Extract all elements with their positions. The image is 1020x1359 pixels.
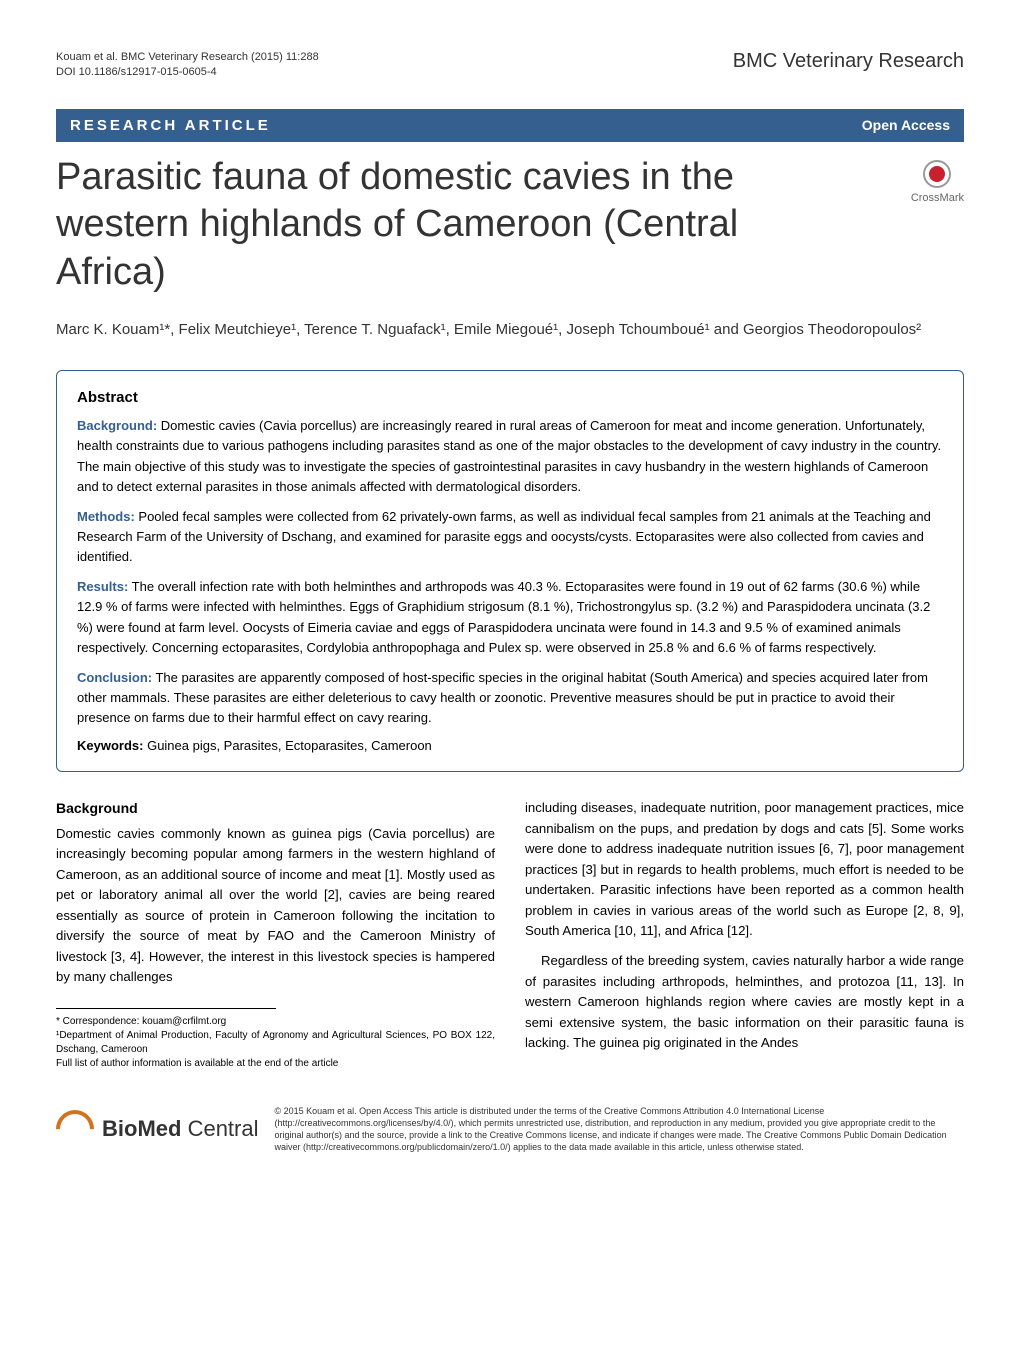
biomed-light: Central	[181, 1116, 258, 1141]
crossmark-icon	[923, 160, 951, 188]
citation: Kouam et al. BMC Veterinary Research (20…	[56, 50, 319, 65]
abstract-conclusion-label: Conclusion:	[77, 670, 152, 685]
abstract-methods: Methods: Pooled fecal samples were colle…	[77, 507, 943, 567]
correspondence: * Correspondence: kouam@crfilmt.org ¹Dep…	[56, 1015, 495, 1071]
header-row: Kouam et al. BMC Veterinary Research (20…	[56, 50, 964, 81]
biomed-text: BioMed Central	[102, 1116, 259, 1142]
keywords-label: Keywords:	[77, 738, 143, 753]
biomed-bold: BioMed	[102, 1116, 181, 1141]
abstract-background: Background: Domestic cavies (Cavia porce…	[77, 416, 943, 497]
abstract-conclusion-text: The parasites are apparently composed of…	[77, 670, 928, 725]
doi: DOI 10.1186/s12917-015-0605-4	[56, 65, 319, 80]
authors: Marc K. Kouam¹*, Felix Meutchieye¹, Tere…	[56, 318, 964, 342]
correspondence-email: * Correspondence: kouam@crfilmt.org	[56, 1015, 495, 1029]
abstract-box: Abstract Background: Domestic cavies (Ca…	[56, 370, 964, 772]
journal-name: BMC Veterinary Research	[733, 50, 964, 73]
header-left: Kouam et al. BMC Veterinary Research (20…	[56, 50, 319, 81]
article-title: Parasitic fauna of domestic cavies in th…	[56, 154, 816, 297]
body-columns: Background Domestic cavies commonly know…	[56, 798, 964, 1070]
correspondence-note: Full list of author information is avail…	[56, 1057, 495, 1071]
biomed-row: BioMed Central © 2015 Kouam et al. Open …	[56, 1105, 964, 1154]
abstract-keywords: Keywords: Guinea pigs, Parasites, Ectopa…	[77, 738, 943, 753]
paragraph-gap	[525, 941, 964, 951]
body-col2a-text: including diseases, inadequate nutrition…	[525, 798, 964, 941]
abstract-methods-label: Methods:	[77, 509, 135, 524]
background-heading: Background	[56, 798, 495, 820]
article-type: RESEARCH ARTICLE	[70, 117, 271, 134]
open-access-label: Open Access	[862, 117, 950, 133]
body-col1-text: Domestic cavies commonly known as guinea…	[56, 824, 495, 988]
keywords-text: Guinea pigs, Parasites, Ectoparasites, C…	[143, 738, 431, 753]
biomed-logo: BioMed Central	[56, 1110, 259, 1148]
body-col2b-text: Regardless of the breeding system, cavie…	[525, 951, 964, 1053]
title-row: Parasitic fauna of domestic cavies in th…	[56, 154, 964, 297]
abstract-results-label: Results:	[77, 579, 128, 594]
crossmark-badge[interactable]: CrossMark	[911, 160, 964, 204]
column-right: including diseases, inadequate nutrition…	[525, 798, 964, 1070]
footer-separator	[56, 1008, 276, 1009]
crossmark-dot-icon	[929, 166, 945, 182]
abstract-methods-text: Pooled fecal samples were collected from…	[77, 509, 931, 564]
abstract-results-text: The overall infection rate with both hel…	[77, 579, 930, 654]
license-text: © 2015 Kouam et al. Open Access This art…	[275, 1105, 965, 1154]
crossmark-label: CrossMark	[911, 192, 964, 204]
abstract-conclusion: Conclusion: The parasites are apparently…	[77, 668, 943, 728]
abstract-background-text: Domestic cavies (Cavia porcellus) are in…	[77, 418, 941, 493]
column-left: Background Domestic cavies commonly know…	[56, 798, 495, 1070]
correspondence-dept: ¹Department of Animal Production, Facult…	[56, 1029, 495, 1057]
abstract-heading: Abstract	[77, 389, 943, 406]
page: Kouam et al. BMC Veterinary Research (20…	[0, 0, 1020, 1193]
abstract-results: Results: The overall infection rate with…	[77, 577, 943, 658]
abstract-background-label: Background:	[77, 418, 157, 433]
biomed-circle-icon	[48, 1102, 102, 1156]
article-type-bar: RESEARCH ARTICLE Open Access	[56, 109, 964, 142]
